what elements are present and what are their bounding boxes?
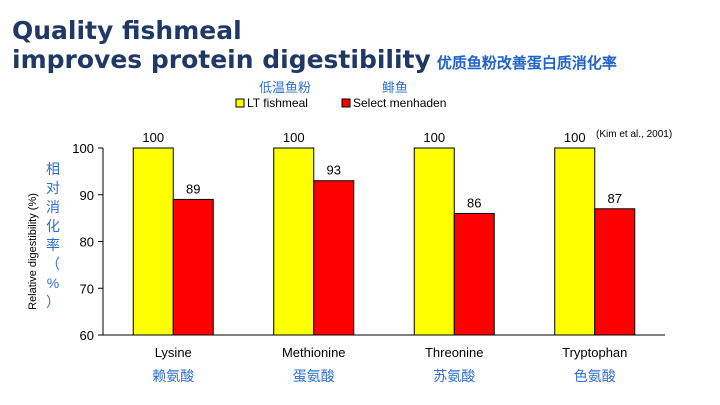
category-label: Threonine	[425, 345, 484, 360]
slide-title-line2-text: improves protein digestibility	[12, 45, 431, 74]
data-label: 100	[142, 130, 164, 145]
slide-title-line1: Quality fishmeal	[12, 16, 242, 45]
bar-lt-threonine	[413, 147, 455, 336]
legend-swatch-lt	[235, 98, 245, 108]
y-axis-label-zh-char: 相	[46, 161, 60, 177]
data-label: 100	[564, 130, 586, 145]
legend-zh-menhaden: 鲱鱼	[382, 80, 408, 95]
y-axis-label-zh-char: （	[46, 256, 60, 272]
data-label: 100	[283, 130, 305, 145]
data-label: 100	[423, 130, 445, 145]
slide-title-line2: improves protein digestibility 优质鱼粉改善蛋白质消…	[12, 45, 617, 78]
legend-swatch-menhaden	[341, 98, 351, 108]
data-label: 89	[186, 181, 200, 196]
y-axis-label-zh-char: 化	[46, 218, 60, 234]
legend-label-lt: LT fishmeal	[247, 96, 308, 110]
bar-menhaden-lysine	[172, 198, 214, 336]
bar-menhaden-tryptophan	[594, 208, 636, 336]
y-axis-label: Relative digestibility (%)	[27, 193, 39, 310]
y-axis-label-zh-char: %	[47, 275, 59, 291]
y-axis-label-zh-char: 率	[46, 237, 60, 253]
bar-menhaden-threonine	[453, 212, 495, 336]
legend-zh-lt: 低温鱼粉	[259, 80, 311, 95]
category-label: Lysine	[155, 345, 192, 360]
y-axis-label-zh-char: 消	[46, 199, 60, 215]
legend-label-menhaden: Select menhaden	[353, 96, 446, 110]
bar-lt-lysine	[132, 147, 174, 336]
y-tick-label: 60	[80, 328, 94, 343]
category-label: Tryptophan	[562, 345, 627, 360]
category-label: Methionine	[282, 345, 346, 360]
y-tick-label: 90	[80, 188, 94, 203]
y-axis-label-zh-char: 对	[46, 180, 60, 196]
data-label: 86	[467, 195, 481, 210]
bar-lt-tryptophan	[554, 147, 596, 336]
category-label-zh: 苏氨酸	[433, 368, 475, 384]
y-tick-label: 70	[80, 281, 94, 296]
y-axis-label-zh-char: ）	[46, 294, 60, 310]
category-label-zh: 蛋氨酸	[293, 368, 335, 384]
data-label: 93	[327, 163, 341, 178]
y-tick-label: 100	[72, 141, 94, 156]
bar-lt-methionine	[273, 147, 315, 336]
citation: (Kim et al., 2001)	[596, 129, 672, 140]
y-tick-label: 80	[80, 235, 94, 250]
category-label-zh: 赖氨酸	[152, 368, 194, 384]
data-label: 87	[608, 191, 622, 206]
slide-title-zh: 优质鱼粉改善蛋白质消化率	[436, 54, 617, 72]
bar-menhaden-methionine	[313, 180, 355, 336]
category-label-zh: 色氨酸	[574, 368, 616, 384]
